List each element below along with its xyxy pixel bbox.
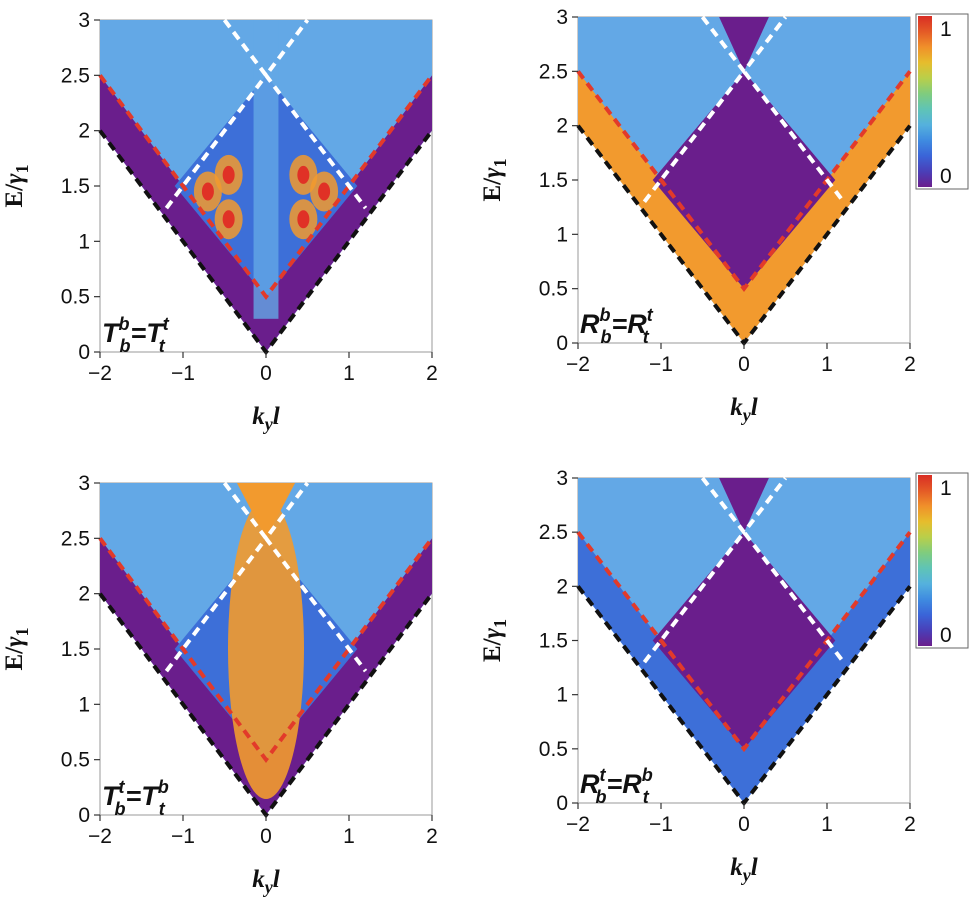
red-dashed-line — [576, 70, 912, 292]
y-tick-label: 2.5 — [61, 527, 90, 550]
y-tick-label: 1 — [556, 684, 568, 707]
y-tick-label: 0.5 — [539, 278, 568, 301]
y-tick-label: 0 — [78, 804, 90, 827]
white-dashed-line — [164, 72, 368, 210]
y-tick-label: 1 — [78, 230, 90, 253]
panel-bottom-right: −2 −1 0 1 2 0 0.5 1 1.5 2 2.5 3 kyl E/γ1 Rt b=Rb t — [479, 467, 916, 885]
x-tick-label: 0 — [738, 353, 750, 376]
inner-region — [652, 71, 836, 289]
x-tick-label: 1 — [343, 362, 355, 385]
y-tick-label: 1.5 — [539, 169, 568, 192]
x-tick-label: −2 — [88, 362, 112, 385]
hotspot-core — [201, 182, 214, 201]
colorbar: 10 — [915, 13, 969, 190]
red-dashed-line — [98, 74, 434, 300]
y-tick-label: 2 — [556, 115, 568, 138]
y-tick-label: 3 — [556, 6, 568, 29]
colorbar-bottom-label: 0 — [940, 165, 952, 188]
white-dashed-line — [164, 534, 368, 673]
y-tick-label: 2 — [78, 583, 90, 606]
white-dashed-line-upper — [700, 476, 788, 536]
colorbar-bottom-label: 0 — [940, 624, 952, 647]
hotspot-core — [318, 182, 331, 201]
y-tick-label: 2.5 — [539, 60, 568, 83]
x-tick-label: 2 — [904, 813, 916, 836]
panel-annotation: Tt b=Tb t — [102, 777, 169, 819]
panel-bottom-left: −2 −1 0 1 2 0 0.5 1 1.5 2 2.5 3 kyl E/γ1 Tt b=Tb t — [1, 472, 438, 897]
y-axis-label: E/γ1 — [479, 158, 510, 201]
x-tick-label: −2 — [88, 825, 112, 848]
colorbar-gradient — [918, 475, 932, 646]
y-tick-label: 0.5 — [61, 749, 90, 772]
x-tick-label: −2 — [566, 813, 590, 836]
x-axis-label: kyl — [252, 403, 280, 434]
x-tick-label: 1 — [821, 813, 833, 836]
y-tick-label: 1.5 — [61, 175, 90, 198]
center-lobe — [228, 499, 304, 799]
panel-annotation: Rb b=Rt t — [580, 305, 654, 347]
top-cone — [236, 483, 296, 539]
colorbar: 10 — [915, 472, 969, 649]
center-stripe — [253, 20, 279, 319]
hotspot-core — [222, 165, 235, 184]
x-tick-label: −1 — [171, 825, 195, 848]
x-tick-label: −1 — [171, 362, 195, 385]
white-dashed-line — [642, 528, 846, 664]
x-tick-label: 1 — [343, 825, 355, 848]
x-tick-label: 1 — [821, 353, 833, 376]
red-dashed-line — [98, 537, 434, 764]
colorbar-top-label: 1 — [940, 18, 952, 41]
x-tick-label: 2 — [426, 362, 438, 385]
x-tick-label: 2 — [426, 825, 438, 848]
y-axis-label: E/γ1 — [1, 164, 32, 207]
y-tick-label: 1.5 — [539, 630, 568, 653]
hotspot-core — [297, 210, 310, 229]
x-axis-label: kyl — [730, 394, 758, 425]
y-tick-label: 2 — [78, 120, 90, 143]
x-tick-label: 0 — [260, 825, 272, 848]
hotspot-core — [297, 165, 310, 184]
y-tick-label: 3 — [78, 472, 90, 495]
panel-annotation: Tb b=Tt t — [102, 314, 170, 356]
white-dashed-line-upper — [222, 481, 310, 542]
x-tick-label: 0 — [738, 813, 750, 836]
y-tick-label: 3 — [78, 9, 90, 32]
panel-top-left: −2 −1 0 1 2 0 0.5 1 1.5 2 2.5 3 kyl E/γ1 Tb b=Tt t — [1, 9, 438, 434]
y-tick-label: 3 — [556, 467, 568, 490]
x-tick-label: 0 — [260, 362, 272, 385]
inner-region — [652, 532, 836, 749]
panel-top-right: −2 −1 0 1 2 0 0.5 1 1.5 2 2.5 3 kyl E/γ1 Rb b=Rt t — [479, 6, 916, 425]
panel-annotation: Rt b=Rb t — [580, 765, 653, 807]
y-axis-label: E/γ1 — [1, 627, 32, 670]
y-tick-label: 0 — [556, 332, 568, 355]
x-tick-label: −1 — [649, 813, 673, 836]
y-tick-label: 2.5 — [539, 521, 568, 544]
colorbar-top-label: 1 — [940, 477, 952, 500]
x-axis-label: kyl — [730, 854, 758, 885]
hotspot-core — [222, 210, 235, 229]
white-dashed-line-upper — [222, 18, 310, 79]
y-tick-label: 1 — [556, 223, 568, 246]
colorbar-gradient — [918, 16, 932, 187]
y-axis-label: E/γ1 — [479, 619, 510, 662]
y-tick-label: 0.5 — [61, 286, 90, 309]
top-cone — [719, 478, 769, 533]
y-tick-label: 2 — [556, 575, 568, 598]
top-cone — [719, 17, 769, 72]
x-tick-label: 2 — [904, 353, 916, 376]
x-tick-label: −2 — [566, 353, 590, 376]
y-tick-label: 0.5 — [539, 738, 568, 761]
white-dashed-line-upper — [700, 15, 788, 75]
white-dashed-line — [642, 68, 846, 203]
red-dashed-line — [576, 530, 912, 753]
y-tick-label: 2.5 — [61, 64, 90, 87]
y-tick-label: 0 — [78, 341, 90, 364]
y-tick-label: 1.5 — [61, 638, 90, 661]
x-axis-label: kyl — [252, 866, 280, 897]
x-tick-label: −1 — [649, 353, 673, 376]
y-tick-label: 0 — [556, 792, 568, 815]
y-tick-label: 1 — [78, 693, 90, 716]
